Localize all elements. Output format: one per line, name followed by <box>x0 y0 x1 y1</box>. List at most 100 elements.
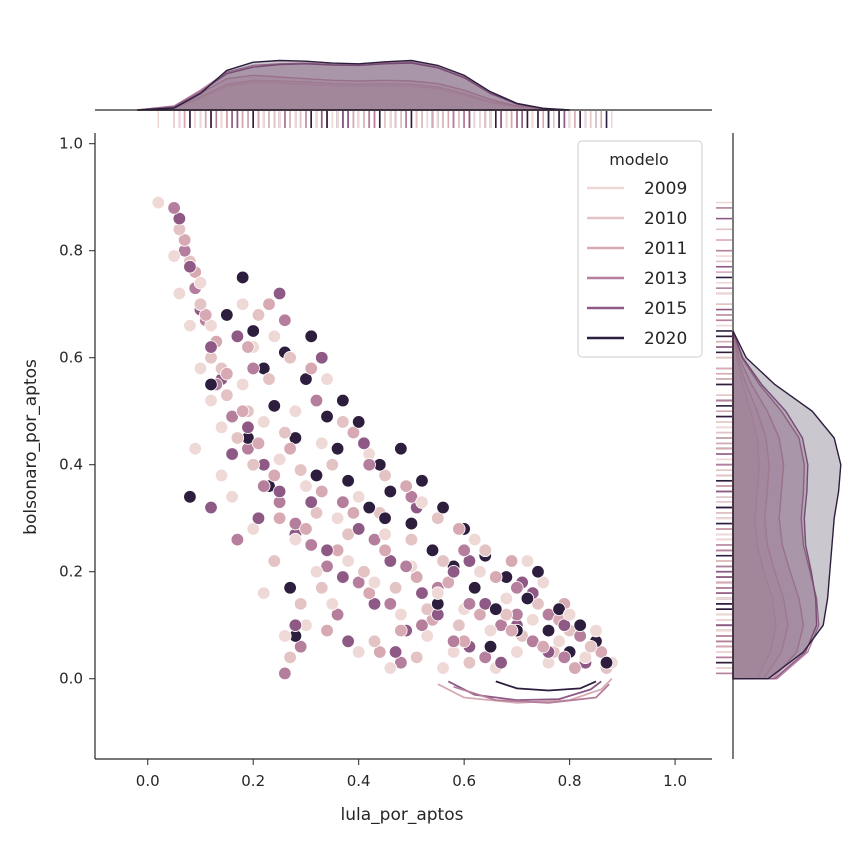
scatter-point-2011 <box>262 297 276 311</box>
scatter-point-2013 <box>246 361 260 376</box>
scatter-point-2009 <box>383 661 398 675</box>
scatter-point-2009 <box>235 297 250 311</box>
y-tick-label: 0.8 <box>59 242 83 260</box>
scatter-point-2013 <box>330 607 345 622</box>
scatter-point-2011 <box>272 511 287 525</box>
y-ticks: 0.0 0.2 0.4 0.6 0.8 1.0 <box>59 135 95 688</box>
scatter-point-2015 <box>204 500 218 515</box>
scatter-point-2009 <box>225 490 239 504</box>
scatter-point-2011 <box>220 367 234 381</box>
scatter-point-2009 <box>214 468 229 483</box>
scatter-point-2020 <box>220 308 234 322</box>
scatter-point-2020 <box>489 602 503 616</box>
scatter-point-2013 <box>257 479 271 493</box>
scatter-point-2013 <box>478 650 492 665</box>
x-tick-label: 0.0 <box>136 772 160 790</box>
scatter-point-2010 <box>220 388 234 402</box>
scatter-point-2011 <box>378 543 392 558</box>
scatter-point-2015 <box>557 618 572 632</box>
scatter-point-2010 <box>309 506 324 520</box>
scatter-point-2013 <box>383 597 398 611</box>
legend-label-2009: 2009 <box>644 179 687 199</box>
scatter-point-2015 <box>351 522 366 536</box>
legend-title: modelo <box>609 150 669 169</box>
scatter-point-2020 <box>246 324 260 338</box>
scatter-point-2013 <box>494 618 508 632</box>
scatter-point-2009 <box>473 565 487 579</box>
scatter-point-2015 <box>315 351 329 365</box>
scatter-point-2010 <box>251 308 266 322</box>
scatter-point-2009 <box>257 586 271 600</box>
scatter-point-2020 <box>299 372 313 386</box>
scatter-point-2010 <box>246 458 260 472</box>
y-tick-label: 1.0 <box>59 135 83 153</box>
legend-label-2020: 2020 <box>644 329 687 349</box>
scatter-point-2011 <box>320 623 334 638</box>
scatter-point-2009 <box>288 404 303 418</box>
scatter-point-2015 <box>172 211 187 226</box>
scatter-point-2020 <box>183 490 197 504</box>
scatter-point-2009 <box>394 607 408 622</box>
y-tick-label: 0.6 <box>59 349 83 367</box>
main-axes <box>94 109 734 760</box>
bottom-contour-lines <box>437 678 613 704</box>
scatter-point-2015 <box>183 260 197 274</box>
scatter-point-2011 <box>241 340 255 354</box>
scatter-point-2020 <box>404 516 419 531</box>
scatter-point-2011 <box>394 623 408 638</box>
scatter-point-2013 <box>367 532 382 547</box>
scatter-point-2009 <box>589 623 603 638</box>
scatter-point-2009 <box>467 532 482 547</box>
scatter-point-2013 <box>225 409 239 424</box>
scatter-point-2013 <box>462 597 477 611</box>
right-kde-2010 <box>732 330 789 680</box>
scatter-point-2010 <box>325 458 340 472</box>
scatter-point-2020 <box>330 441 345 456</box>
x-tick-label: 0.4 <box>347 772 371 790</box>
scatter-point-2011 <box>346 425 361 440</box>
scatter-point-2013 <box>288 516 303 531</box>
scatter-point-2010 <box>283 650 297 665</box>
scatter-point-2013 <box>293 639 308 654</box>
scatter-point-2009 <box>578 650 593 665</box>
scatter-point-2010 <box>499 607 514 622</box>
right-rug <box>716 201 732 675</box>
scatter-point-2011 <box>251 436 266 451</box>
scatter-point-2011 <box>536 639 550 654</box>
scatter-point-2009 <box>351 490 366 504</box>
scatter-point-2009 <box>351 645 366 659</box>
scatter-point-2010 <box>388 581 403 595</box>
scatter-point-2010 <box>478 543 492 558</box>
x-tick-label: 0.2 <box>241 772 265 790</box>
scatter-point-2010 <box>378 468 392 483</box>
scatter-point-2009 <box>193 276 208 290</box>
legend-label-2015: 2015 <box>644 299 687 319</box>
scatter-point-2015 <box>272 286 287 301</box>
scatter-point-2020 <box>415 474 429 488</box>
scatter-point-2013 <box>362 458 376 472</box>
scatter-point-2015 <box>204 340 218 354</box>
legend-label-2013: 2013 <box>644 269 687 289</box>
legend-label-2011: 2011 <box>644 239 687 259</box>
x-tick-label: 0.6 <box>452 772 476 790</box>
scatter-point-2010 <box>230 431 245 445</box>
scatter-point-2020 <box>541 623 556 638</box>
scatter-point-2009 <box>204 318 218 333</box>
scatter-point-2009 <box>420 629 434 643</box>
scatter-point-2020 <box>599 655 614 670</box>
scatter-point-2011 <box>452 522 466 536</box>
scatter-point-2009 <box>552 634 566 648</box>
scatter-point-2015 <box>383 554 398 568</box>
scatter-point-2009 <box>299 479 313 493</box>
y-axis-label: bolsonaro_por_aptos <box>21 359 41 535</box>
scatter-point-2009 <box>431 586 445 600</box>
scatter-point-2009 <box>278 629 292 643</box>
scatter-point-2013 <box>415 618 429 632</box>
scatter-point-2009 <box>483 623 498 638</box>
scatter-point-2011 <box>504 623 519 638</box>
scatter-point-2011 <box>199 308 213 322</box>
scatter-point-2009 <box>167 249 181 263</box>
scatter-point-2011 <box>304 361 318 376</box>
scatter-point-2009 <box>341 554 355 568</box>
scatter-point-2009 <box>520 554 535 568</box>
